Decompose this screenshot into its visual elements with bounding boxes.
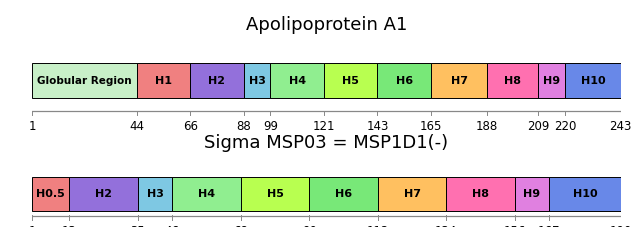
Text: 44: 44 [129, 120, 144, 133]
Text: H9: H9 [543, 76, 560, 86]
Text: H8: H8 [472, 189, 489, 199]
Text: 112: 112 [367, 225, 389, 227]
Text: Globular Region: Globular Region [37, 76, 132, 86]
Bar [172, 177, 241, 212]
Text: H9: H9 [524, 189, 541, 199]
Bar [378, 177, 446, 212]
Text: 121: 121 [313, 120, 335, 133]
Bar [538, 63, 565, 98]
Bar [241, 177, 309, 212]
Text: H10: H10 [573, 189, 597, 199]
Text: H5: H5 [266, 189, 284, 199]
Bar [487, 63, 538, 98]
Bar [136, 63, 190, 98]
Text: 13: 13 [62, 225, 77, 227]
Bar [446, 177, 515, 212]
Text: H4: H4 [289, 76, 306, 86]
Text: H10: H10 [580, 76, 605, 86]
Text: H6: H6 [396, 76, 413, 86]
Bar [324, 63, 378, 98]
Text: H3: H3 [147, 189, 163, 199]
Text: 243: 243 [610, 120, 632, 133]
Text: 1: 1 [28, 120, 36, 133]
Bar [309, 177, 378, 212]
Text: H7: H7 [451, 76, 467, 86]
Text: 88: 88 [236, 120, 251, 133]
Bar [565, 63, 621, 98]
Bar [549, 177, 621, 212]
Text: 188: 188 [476, 120, 498, 133]
Text: 209: 209 [527, 120, 549, 133]
Bar [431, 63, 487, 98]
Text: 220: 220 [554, 120, 576, 133]
Text: 143: 143 [366, 120, 388, 133]
Text: H7: H7 [404, 189, 420, 199]
Text: 90: 90 [302, 225, 317, 227]
Text: 66: 66 [182, 120, 198, 133]
Bar [190, 63, 244, 98]
Text: 190: 190 [610, 225, 632, 227]
Bar [138, 177, 172, 212]
Bar [32, 177, 69, 212]
Text: H4: H4 [198, 189, 215, 199]
Text: 134: 134 [435, 225, 458, 227]
Text: H2: H2 [209, 76, 225, 86]
Text: 167: 167 [538, 225, 561, 227]
Bar [244, 63, 271, 98]
Text: 156: 156 [504, 225, 526, 227]
Text: H8: H8 [504, 76, 521, 86]
Bar [378, 63, 431, 98]
Text: 99: 99 [263, 120, 278, 133]
Text: H3: H3 [248, 76, 266, 86]
Text: H2: H2 [95, 189, 112, 199]
Text: H5: H5 [342, 76, 359, 86]
Text: H0.5: H0.5 [36, 189, 65, 199]
Text: 35: 35 [131, 225, 145, 227]
Text: 68: 68 [234, 225, 248, 227]
Bar [271, 63, 324, 98]
Text: H1: H1 [155, 76, 172, 86]
Bar [69, 177, 138, 212]
Text: 165: 165 [420, 120, 442, 133]
Text: Apolipoprotein A1: Apolipoprotein A1 [246, 16, 407, 34]
Bar [32, 63, 136, 98]
Text: Sigma MSP03 = MSP1D1(-): Sigma MSP03 = MSP1D1(-) [204, 134, 449, 152]
Bar [515, 177, 549, 212]
Text: 1: 1 [28, 225, 36, 227]
Text: H6: H6 [335, 189, 352, 199]
Text: 46: 46 [164, 225, 180, 227]
